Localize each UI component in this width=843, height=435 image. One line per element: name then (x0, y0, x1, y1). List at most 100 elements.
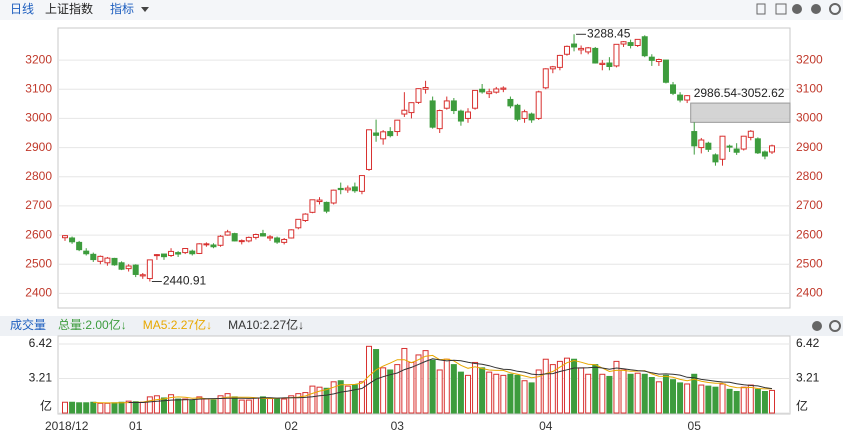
candle-body (210, 244, 217, 248)
y-tick-label: 2700 (25, 198, 52, 212)
candle-body (655, 59, 662, 63)
dropdown-caret[interactable] (141, 7, 149, 12)
y2-tick-label: 3.21 (796, 371, 820, 385)
x-tick-label: 04 (539, 419, 553, 433)
volume-bar (259, 396, 266, 414)
indicator-menu[interactable]: 指标 (110, 1, 134, 16)
volume-bar (549, 364, 556, 414)
volume-bar (62, 401, 68, 414)
candle-body (83, 250, 90, 255)
candle-body (514, 104, 521, 120)
candle-body (217, 235, 224, 246)
candle-body (295, 218, 302, 229)
volume-bar (252, 397, 259, 414)
volume-bar (606, 375, 613, 414)
volume-bar (436, 369, 443, 414)
candle-body (443, 100, 450, 109)
symbol-name: 上证指数 (45, 1, 93, 16)
gap-label: 2986.54-3052.62 (694, 86, 785, 100)
volume-bar (655, 381, 662, 414)
settings-icon[interactable] (829, 320, 841, 332)
volume-bar (634, 372, 641, 414)
volume-bar (578, 367, 585, 414)
volume-bar (351, 384, 358, 414)
candle-body (238, 240, 245, 243)
volume-header (0, 316, 843, 336)
lock-icon[interactable] (756, 3, 766, 15)
candle-body (111, 257, 118, 266)
volume-bar (97, 402, 104, 414)
volume-bar (521, 380, 528, 414)
candle-body (479, 88, 486, 93)
volume-bar (160, 397, 167, 414)
volume-bar (231, 396, 238, 414)
candle-body (387, 131, 394, 137)
volume-bar (599, 373, 606, 414)
volume-bar (168, 394, 175, 414)
toolbar-icons (756, 3, 841, 15)
candle-body (563, 45, 570, 55)
ma10-line (128, 358, 773, 403)
candle-body (132, 264, 139, 275)
candle-body (288, 229, 295, 239)
volume-bar (747, 384, 754, 414)
y-tick-label: 3100 (25, 81, 52, 95)
y2-tick-label: 2500 (796, 256, 823, 270)
settings-icon[interactable] (829, 3, 841, 15)
volume-bar (295, 393, 302, 414)
volume-bar (83, 402, 90, 414)
volume-title: 成交量 (10, 317, 46, 332)
volume-bar (373, 349, 380, 414)
volume-bar (139, 401, 146, 414)
y-tick-label: 2500 (25, 256, 52, 270)
volume-bar (556, 360, 563, 414)
candle-body (160, 253, 167, 258)
candle-body (599, 62, 606, 65)
candle-body (245, 236, 252, 242)
legend-entry: MA5:2.27亿↓ (143, 317, 212, 332)
candle-body (712, 154, 719, 163)
volume-bar (408, 361, 415, 414)
candle-body (578, 47, 585, 51)
volume-bar (153, 395, 160, 414)
zoom-in-icon[interactable] (792, 4, 802, 14)
volume-bar (344, 385, 351, 414)
candle-body (528, 113, 535, 121)
volume-bar (479, 367, 486, 414)
volume-bar (302, 392, 309, 414)
period-tab[interactable]: 日线 (10, 2, 34, 16)
volume-bar (500, 374, 507, 414)
volume-bar (69, 401, 76, 414)
candle-body (535, 91, 542, 119)
candle-body (281, 238, 288, 243)
candle-body (267, 236, 274, 239)
x-tick-label: 01 (129, 419, 143, 433)
restore-icon[interactable] (775, 3, 787, 15)
volume-bar (125, 400, 132, 414)
gap-box (690, 102, 791, 123)
y-tick-label: 6.42 (29, 336, 53, 350)
volume-bar (472, 361, 479, 414)
zoom-out-icon[interactable] (811, 4, 821, 14)
y2-tick-label: 亿 (796, 398, 808, 413)
candle-body (740, 135, 747, 150)
volume-bar (274, 398, 281, 414)
candle-body (344, 187, 351, 191)
candle-body (549, 66, 556, 70)
volume-bar (563, 357, 570, 414)
y2-tick-label: 2900 (796, 140, 823, 154)
volume-bar (677, 382, 684, 414)
y-tick-label: 亿 (40, 398, 52, 413)
y-tick-label: 2400 (25, 286, 52, 300)
y2-tick-label: 6.42 (796, 336, 820, 350)
candle-body (754, 138, 761, 154)
candle-body (76, 241, 83, 251)
volume-bar (486, 371, 493, 414)
close-icon[interactable] (812, 321, 822, 331)
volume-bar (415, 354, 422, 414)
volume-bar (182, 398, 189, 414)
candle-body (330, 189, 337, 204)
x-tick-label: 03 (391, 419, 405, 433)
x-tick-label: 02 (285, 419, 299, 433)
volume-bar (323, 387, 330, 414)
